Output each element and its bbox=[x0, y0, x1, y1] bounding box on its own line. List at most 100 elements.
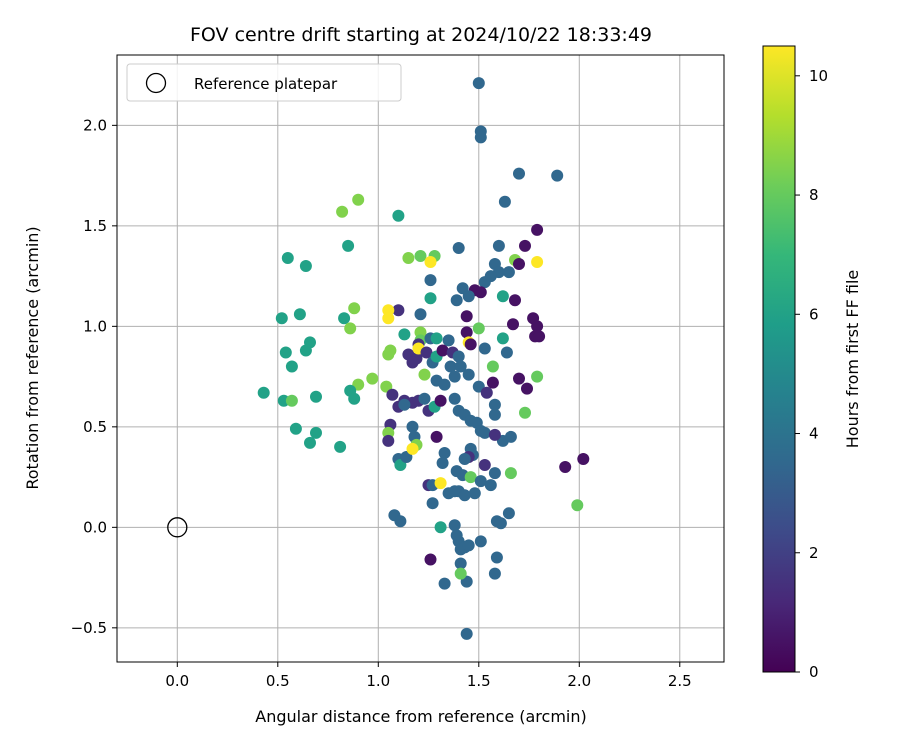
data-point bbox=[430, 430, 443, 443]
data-point bbox=[474, 131, 487, 144]
data-point bbox=[571, 499, 584, 512]
data-point bbox=[462, 368, 475, 381]
data-point bbox=[496, 332, 509, 345]
data-point bbox=[438, 378, 451, 391]
data-point bbox=[486, 360, 499, 373]
data-point bbox=[452, 242, 465, 254]
data-point bbox=[406, 420, 419, 433]
x-axis-ticks: 0.0 0.5 1.0 1.5 2.0 2.5 bbox=[165, 662, 692, 690]
data-point bbox=[458, 489, 471, 502]
data-point bbox=[472, 322, 485, 335]
data-point bbox=[460, 627, 473, 640]
colorbar-tick-label: 0 bbox=[809, 663, 819, 681]
data-point bbox=[418, 368, 431, 381]
data-point bbox=[448, 392, 461, 405]
data-point bbox=[462, 539, 475, 552]
data-point bbox=[304, 436, 316, 449]
legend-entry-reference: Reference platepar bbox=[194, 75, 338, 93]
data-point bbox=[464, 338, 477, 351]
legend: Reference platepar bbox=[126, 63, 402, 102]
data-point bbox=[386, 388, 399, 401]
data-point bbox=[559, 461, 572, 473]
data-point bbox=[488, 408, 501, 421]
data-point bbox=[444, 360, 457, 373]
data-point bbox=[414, 308, 427, 321]
data-point bbox=[577, 453, 590, 465]
data-point bbox=[513, 258, 525, 270]
data-point bbox=[394, 515, 407, 528]
chart-title: FOV centre drift starting at 2024/10/22 … bbox=[190, 24, 652, 46]
data-point bbox=[454, 360, 467, 373]
data-point bbox=[418, 392, 431, 405]
data-point bbox=[513, 167, 525, 180]
data-point bbox=[488, 467, 501, 480]
data-point bbox=[426, 497, 439, 510]
data-point bbox=[478, 342, 491, 355]
data-point bbox=[531, 256, 544, 268]
data-point bbox=[474, 286, 487, 299]
colorbar-tick-label: 8 bbox=[809, 186, 819, 204]
data-point bbox=[392, 209, 405, 222]
colorbar-tick-label: 10 bbox=[809, 67, 828, 85]
x-tick-label: 0.5 bbox=[266, 672, 290, 690]
data-point bbox=[293, 308, 306, 321]
plot-area bbox=[116, 54, 725, 663]
colorbar-ticks: 0 2 4 6 8 10 bbox=[795, 67, 828, 681]
data-point bbox=[454, 567, 467, 580]
colorbar-tick-label: 4 bbox=[809, 425, 819, 443]
data-point bbox=[454, 557, 467, 570]
data-point bbox=[352, 193, 365, 206]
legend-reference-marker bbox=[145, 72, 167, 94]
data-point bbox=[348, 392, 361, 405]
x-tick-label: 2.5 bbox=[668, 672, 692, 690]
data-point bbox=[551, 169, 564, 182]
data-point bbox=[382, 348, 395, 361]
y-axis-ticks: −0.5 0.0 0.5 1.0 1.5 2.0 bbox=[71, 116, 117, 637]
data-point bbox=[257, 386, 270, 399]
data-point bbox=[458, 453, 471, 465]
data-point bbox=[382, 312, 395, 325]
data-point bbox=[486, 376, 499, 389]
data-point bbox=[478, 459, 491, 471]
data-point bbox=[494, 517, 507, 530]
data-point bbox=[488, 398, 501, 411]
data-point bbox=[448, 519, 461, 532]
reference-platepar-marker bbox=[167, 517, 188, 538]
colorbar-tick-label: 6 bbox=[809, 305, 819, 323]
y-tick-label: −0.5 bbox=[71, 619, 107, 637]
data-point bbox=[531, 320, 544, 333]
data-point bbox=[424, 292, 437, 305]
data-point bbox=[498, 195, 511, 208]
data-point bbox=[424, 274, 437, 287]
data-point bbox=[496, 290, 509, 303]
data-point bbox=[275, 312, 288, 325]
legend-box bbox=[126, 63, 402, 102]
x-tick-label: 1.5 bbox=[467, 672, 491, 690]
data-point bbox=[310, 426, 322, 439]
y-tick-label: 1.0 bbox=[83, 317, 107, 335]
data-point bbox=[310, 390, 322, 403]
data-point bbox=[338, 312, 351, 325]
data-point bbox=[468, 487, 481, 500]
y-tick-label: 2.0 bbox=[83, 116, 107, 134]
data-point bbox=[436, 457, 449, 469]
data-point bbox=[414, 250, 427, 262]
y-axis-label: Rotation from reference (arcmin) bbox=[23, 226, 42, 489]
data-point bbox=[492, 239, 505, 252]
data-point bbox=[438, 447, 451, 459]
data-point bbox=[438, 577, 451, 590]
x-tick-label: 2.0 bbox=[567, 672, 591, 690]
data-point bbox=[462, 290, 475, 303]
data-point bbox=[474, 475, 487, 488]
data-point bbox=[334, 440, 347, 453]
data-point bbox=[434, 521, 447, 534]
data-point bbox=[480, 386, 493, 399]
data-point bbox=[519, 406, 531, 419]
data-point bbox=[285, 360, 298, 373]
data-point bbox=[519, 239, 531, 252]
data-point bbox=[348, 302, 361, 315]
data-point bbox=[504, 430, 517, 443]
colorbar bbox=[762, 45, 796, 673]
data-point bbox=[398, 398, 411, 411]
